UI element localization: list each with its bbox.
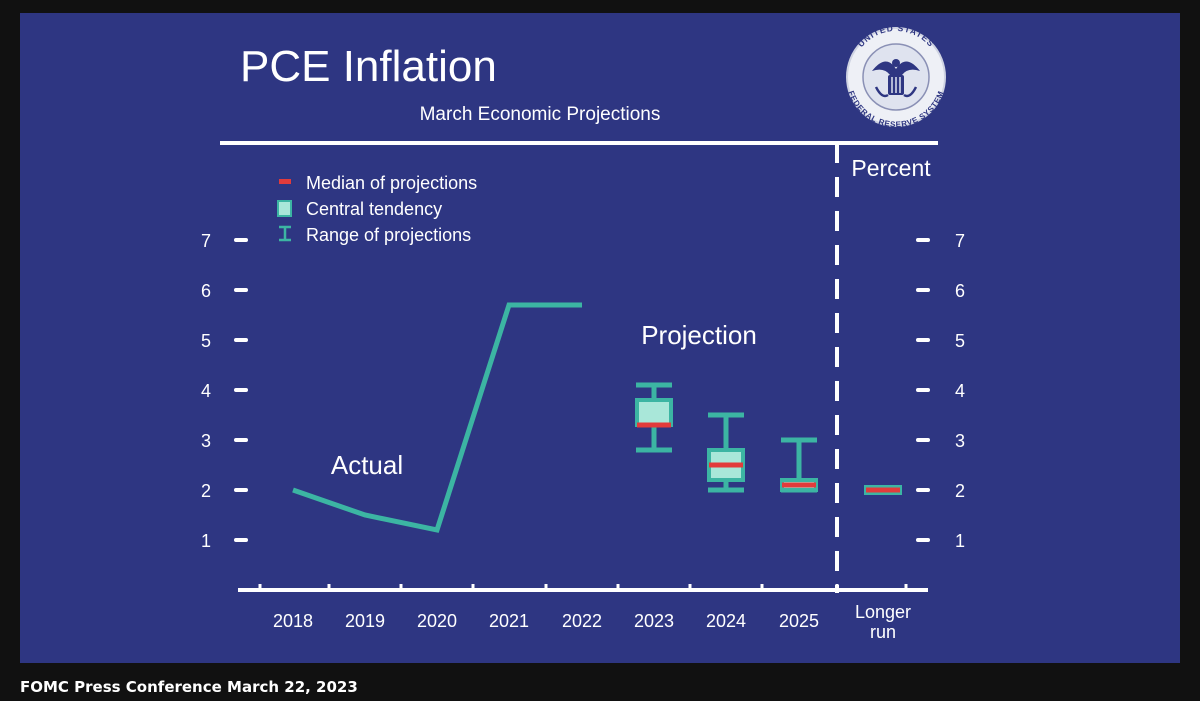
legend-central-swatch: [277, 200, 292, 217]
y-axis-right: 1 2 3 4 5 6 7: [916, 231, 965, 551]
actual-series: [292, 302, 583, 533]
x-axis: 2018 2019 2020 2021 2022 2023 2024 2025 Longer ru…: [238, 584, 928, 642]
projection-series: [635, 382, 902, 495]
x-tick-label: 2020: [417, 611, 457, 631]
legend-range-swatch: [279, 225, 291, 242]
x-tick-label: 2023: [634, 611, 674, 631]
y-axis-left: 1 2 3 4 5 6 7: [201, 231, 248, 551]
actual-annotation: Actual: [331, 450, 403, 480]
y-tick-label-left: 2: [201, 481, 211, 501]
y-tick-label-right: 5: [955, 331, 965, 351]
federal-reserve-seal-icon: UNITED STATES FEDERAL RESERVE SYSTEM: [846, 23, 946, 129]
actual-line: [292, 302, 582, 533]
x-tick-label: 2022: [562, 611, 602, 631]
projection-longer-run: [864, 485, 902, 495]
y-tick-label-left: 4: [201, 381, 211, 401]
legend-median-label: Median of projections: [306, 173, 477, 193]
slide-panel: PCE Inflation March Economic Projections…: [20, 13, 1180, 663]
legend-central-label: Central tendency: [306, 199, 442, 219]
y-tick-label-left: 6: [201, 281, 211, 301]
chart-subtitle: March Economic Projections: [420, 104, 661, 125]
pce-inflation-chart: PCE Inflation March Economic Projections…: [201, 23, 965, 642]
y-tick-label-left: 3: [201, 431, 211, 451]
x-tick-label: 2024: [706, 611, 746, 631]
y-tick-label-right: 3: [955, 431, 965, 451]
projection-2025: [780, 437, 818, 493]
y-tick-label-right: 2: [955, 481, 965, 501]
y-tick-label-left: 7: [201, 231, 211, 251]
y-tick-label-right: 4: [955, 381, 965, 401]
y-tick-label-left: 5: [201, 331, 211, 351]
x-tick-label: 2018: [273, 611, 313, 631]
caption: FOMC Press Conference March 22, 2023: [20, 678, 358, 696]
y-tick-label-right: 6: [955, 281, 965, 301]
x-tick-label: 2021: [489, 611, 529, 631]
y-tick-label-left: 1: [201, 531, 211, 551]
x-tick-label: 2019: [345, 611, 385, 631]
y-tick-label-right: 7: [955, 231, 965, 251]
legend-median-swatch: [279, 179, 291, 184]
unit-label: Percent: [851, 155, 931, 181]
y-tick-label-right: 1: [955, 531, 965, 551]
x-tick-label: 2025: [779, 611, 819, 631]
projection-annotation: Projection: [641, 320, 757, 350]
x-tick-label: Longer run: [855, 602, 911, 642]
projection-2024: [707, 412, 745, 493]
legend: Median of projections Central tendency R…: [277, 173, 477, 245]
legend-range-label: Range of projections: [306, 225, 471, 245]
chart-title: PCE Inflation: [240, 42, 497, 91]
projection-2023: [635, 382, 673, 453]
central-tendency-box: [635, 398, 673, 427]
